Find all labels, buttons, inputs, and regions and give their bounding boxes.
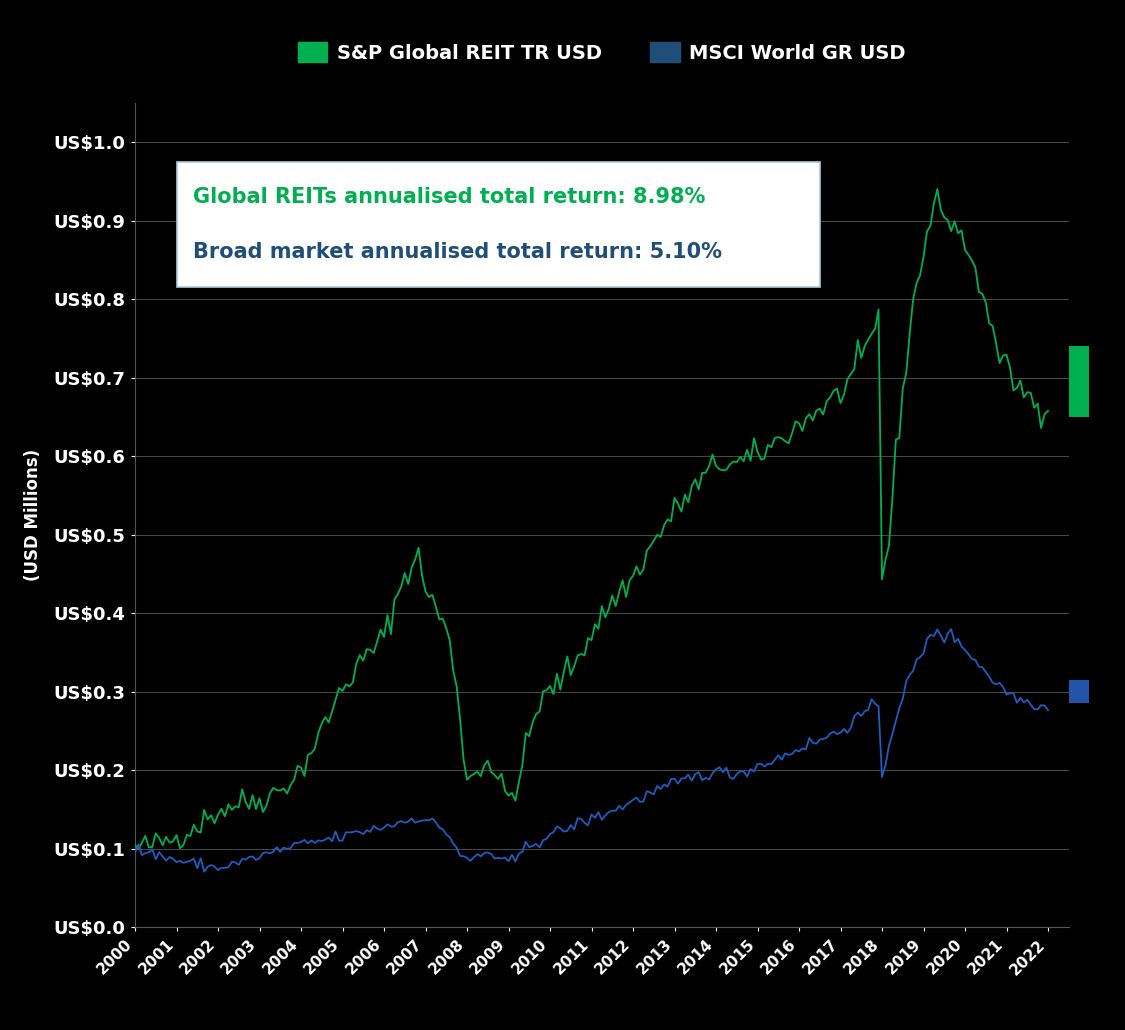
Text: Global REITs annualised total return: 8.98%: Global REITs annualised total return: 8.…: [193, 187, 705, 207]
Y-axis label: (USD Millions): (USD Millions): [24, 449, 42, 581]
FancyBboxPatch shape: [177, 162, 820, 287]
Text: Broad market annualised total return: 5.10%: Broad market annualised total return: 5.…: [193, 242, 722, 263]
Legend: S&P Global REIT TR USD, MSCI World GR USD: S&P Global REIT TR USD, MSCI World GR US…: [290, 34, 914, 70]
